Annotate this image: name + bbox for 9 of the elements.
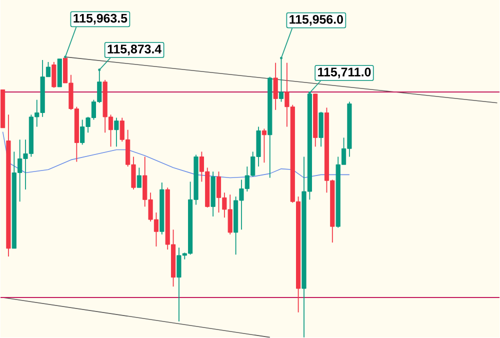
candlestick (52, 62, 56, 88)
candlestick (262, 128, 267, 164)
annotation: 115,963.5 (74, 14, 128, 25)
text: 115,956.0 (290, 15, 343, 26)
candlestick (136, 167, 142, 188)
candlestick (114, 117, 119, 148)
text: 115,873.4 (108, 44, 162, 56)
annotation: 115,711.0 (318, 68, 371, 78)
candlestick (273, 62, 278, 110)
